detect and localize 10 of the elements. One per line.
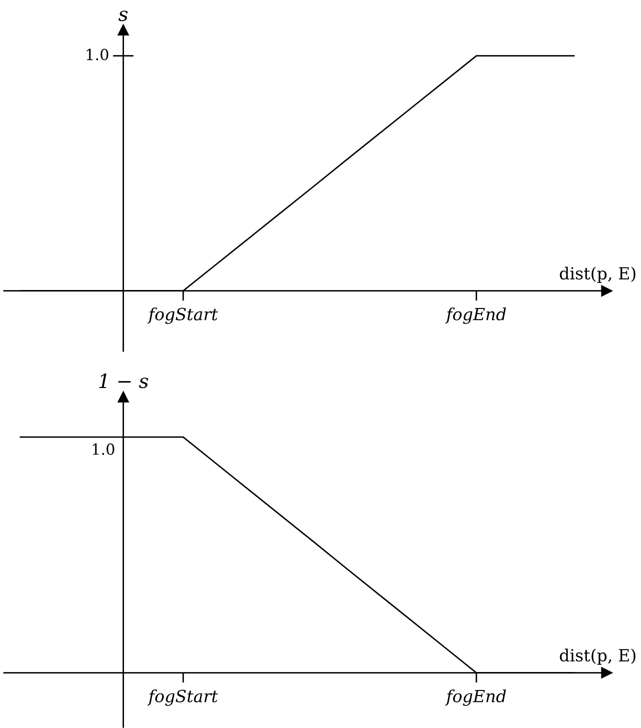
x-axis-title: dist(p, E) [560,648,636,665]
x-axis-title: dist(p, E) [560,266,636,283]
x-tick-label: fogEnd [445,308,506,324]
x-tick-label: fogStart [147,308,218,324]
x-tick-label: fogEnd [445,689,506,706]
x-tick-label: fogStart [147,689,218,706]
annotation: 1.0 [86,48,108,60]
y-axis-title: 1 − s [99,374,148,388]
y-axis-title: s [118,10,128,22]
annotation: 1.0 [92,443,114,455]
